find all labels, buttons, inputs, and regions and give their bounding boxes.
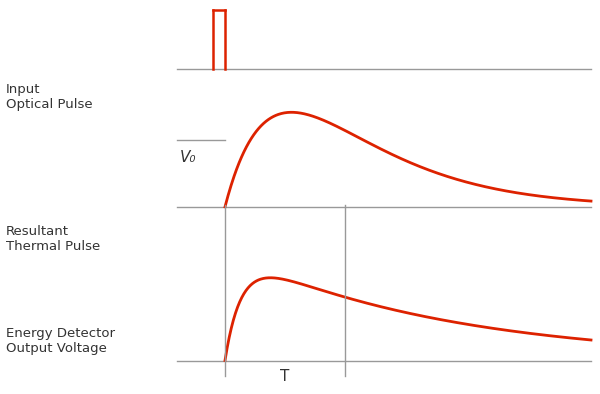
Text: Energy Detector
Output Voltage: Energy Detector Output Voltage xyxy=(6,327,115,355)
Text: T: T xyxy=(280,369,290,384)
Text: V₀: V₀ xyxy=(180,150,197,165)
Text: Input
Optical Pulse: Input Optical Pulse xyxy=(6,83,92,111)
Text: Resultant
Thermal Pulse: Resultant Thermal Pulse xyxy=(6,225,100,253)
